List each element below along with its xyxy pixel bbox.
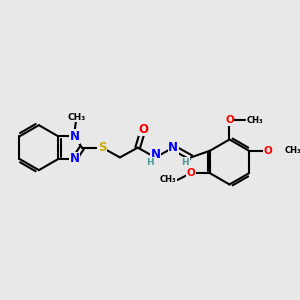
- Text: O: O: [225, 116, 234, 125]
- Text: O: O: [264, 146, 272, 156]
- Text: N: N: [70, 130, 80, 143]
- Text: CH₃: CH₃: [246, 116, 263, 125]
- Text: CH₃: CH₃: [160, 176, 176, 184]
- Text: O: O: [187, 168, 195, 178]
- Text: CH₃: CH₃: [285, 146, 300, 155]
- Text: N: N: [150, 148, 161, 161]
- Text: H: H: [146, 158, 154, 166]
- Text: N: N: [70, 152, 80, 165]
- Text: N: N: [168, 141, 178, 154]
- Text: S: S: [98, 141, 106, 154]
- Text: O: O: [138, 123, 148, 136]
- Text: CH₃: CH₃: [67, 113, 86, 122]
- Text: H: H: [182, 158, 189, 166]
